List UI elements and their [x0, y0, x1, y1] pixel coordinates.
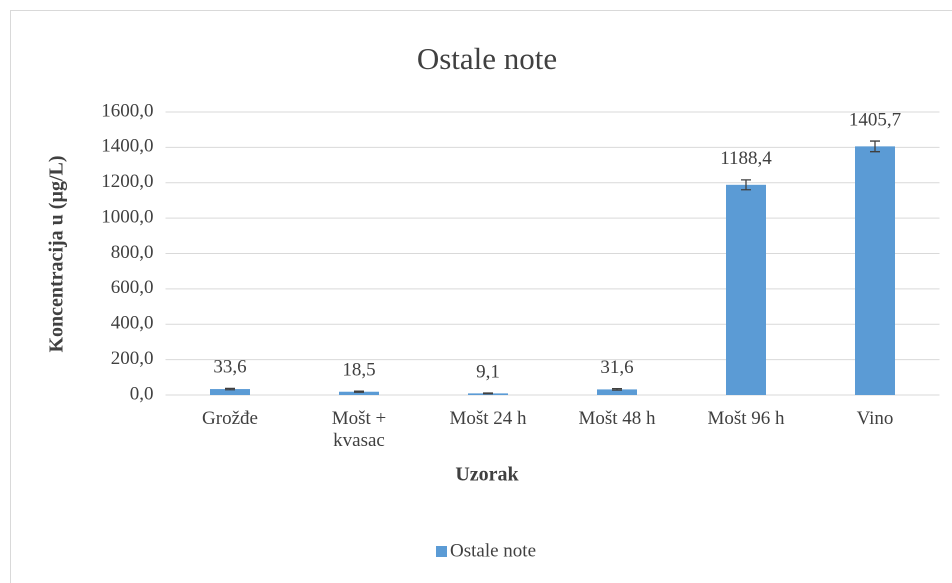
bar: [597, 389, 637, 395]
chart-frame: [10, 10, 952, 583]
data-label: 9,1: [476, 361, 500, 382]
y-tick-label: 200,0: [111, 348, 154, 369]
y-tick-label: 1000,0: [101, 206, 153, 227]
legend-label: Ostale note: [450, 540, 536, 561]
data-label: 1405,7: [849, 109, 901, 130]
y-tick-label: 600,0: [111, 277, 154, 298]
y-tick-label: 800,0: [111, 242, 154, 263]
legend-swatch: [436, 546, 447, 557]
y-tick-label: 1400,0: [101, 136, 153, 157]
error-bar: [483, 392, 493, 395]
x-axis-title: Uzorak: [455, 464, 519, 486]
x-tick-label: Vino: [856, 408, 894, 429]
x-tick-label: Mošt 24 h: [449, 408, 527, 429]
data-label: 1188,4: [720, 148, 772, 169]
data-label: 33,6: [213, 357, 246, 378]
error-bar: [741, 179, 751, 191]
y-tick-label: 0,0: [130, 383, 154, 404]
x-tick-label: Mošt + kvasac: [331, 408, 387, 451]
error-bar: [612, 388, 622, 391]
error-bar: [225, 387, 235, 391]
error-bar: [354, 390, 364, 393]
error-bar: [870, 140, 880, 153]
y-tick-label: 400,0: [111, 313, 154, 334]
x-tick-label: Mošt 96 h: [707, 408, 785, 429]
y-axis-title: Koncentracija u (µg/L): [46, 155, 68, 352]
x-tick-label: Mošt 48 h: [578, 408, 656, 429]
y-tick-label: 1200,0: [101, 171, 153, 192]
bar: [210, 389, 250, 395]
y-tick-label: 1600,0: [101, 100, 153, 121]
x-tick-label: Grožđe: [202, 408, 258, 429]
data-label: 31,6: [600, 357, 633, 378]
chart-title: Ostale note: [417, 41, 557, 76]
bar: [855, 146, 895, 395]
data-label: 18,5: [342, 360, 375, 381]
bar: [339, 391, 379, 395]
bar: [726, 184, 766, 395]
